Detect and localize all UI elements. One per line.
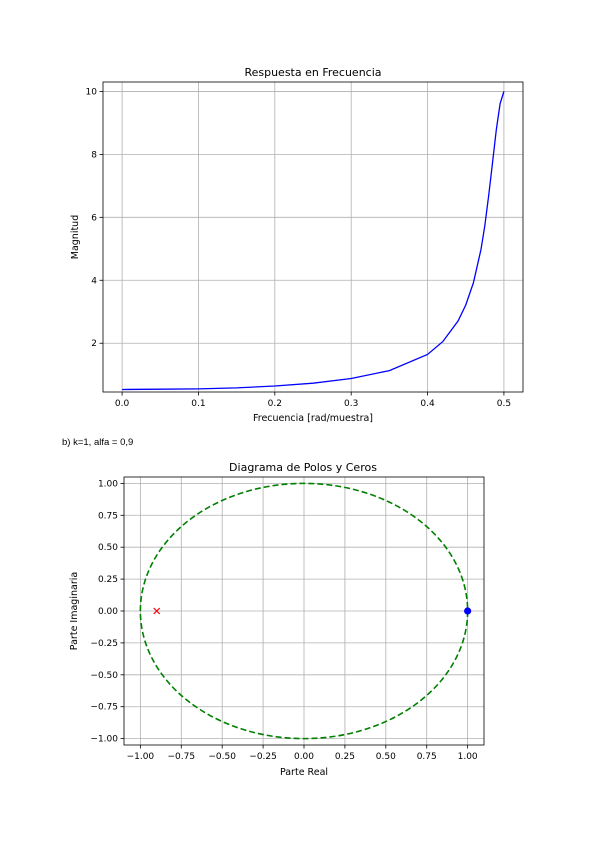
y-tick-label: −0.75 [90,703,118,713]
x-tick-label: 0.2 [268,399,282,409]
y-axis-label: Magnitud [70,215,81,260]
x-axis-label: Frecuencia [rad/muestra] [253,413,373,424]
frequency-response-chart: Respuesta en Frecuencia 0.0 0.1 0.2 0.3 0.4 0… [70,66,524,424]
chart-title: Diagrama de Polos y Ceros [229,461,377,474]
x-tick-label: −0.75 [167,752,195,762]
plot-frame [102,81,524,393]
y-tick-label: −0.50 [90,671,118,681]
x-tick-label: 0.25 [335,752,355,762]
x-tick-label: 0.4 [420,399,435,409]
y-tick-label: 4 [91,276,97,286]
x-tick-label: 0.0 [115,399,130,409]
grid [124,477,484,745]
x-tick-label: 0.5 [497,399,511,409]
marks [139,482,472,740]
y-tick-label: 1.00 [98,479,118,489]
y-ticks: −1.00 −0.75 −0.50 −0.25 0.00 0.25 0.50 0.75 1.00 [90,479,124,745]
y-tick-label: −0.25 [90,639,118,649]
y-tick-label: 0.25 [98,575,118,585]
x-tick-label: 0.3 [344,399,358,409]
x-tick-label: 0.00 [294,752,314,762]
y-tick-label: 8 [91,150,97,160]
x-tick-label: −1.00 [127,752,155,762]
x-ticks: −1.00 −0.75 −0.50 −0.25 0.00 0.25 0.50 0.75 1.00 [127,745,478,762]
chart-title: Respuesta en Frecuencia [244,66,381,79]
x-tick-label: 0.75 [417,752,437,762]
y-tick-label: 2 [91,339,97,349]
y-tick-label: 0.50 [98,543,118,553]
x-axis-label: Parte Real [280,767,328,778]
y-tick-label: 6 [91,213,97,223]
series [122,91,505,391]
y-tick-label: 0.75 [98,511,118,521]
magnitude-line [122,91,505,391]
x-tick-label: 1.00 [458,752,478,762]
y-ticks: 2 4 6 8 10 [86,87,103,349]
grid [103,82,523,392]
zero-marker [464,607,472,615]
x-tick-label: −0.25 [249,752,277,762]
x-tick-label: 0.50 [376,752,396,762]
pole-marker [153,607,161,615]
y-tick-label: 10 [86,87,98,97]
y-tick-label: −1.00 [90,735,118,745]
y-axis-label: Parte Imaginaria [69,572,80,650]
x-ticks: 0.0 0.1 0.2 0.3 0.4 0.5 [115,392,511,409]
x-tick-label: −0.50 [208,752,236,762]
section-label: b) k=1, alfa = 0,9 [62,437,134,448]
pole-stroke [153,607,161,615]
y-tick-label: 0.00 [98,607,118,617]
x-tick-label: 0.1 [191,399,205,409]
